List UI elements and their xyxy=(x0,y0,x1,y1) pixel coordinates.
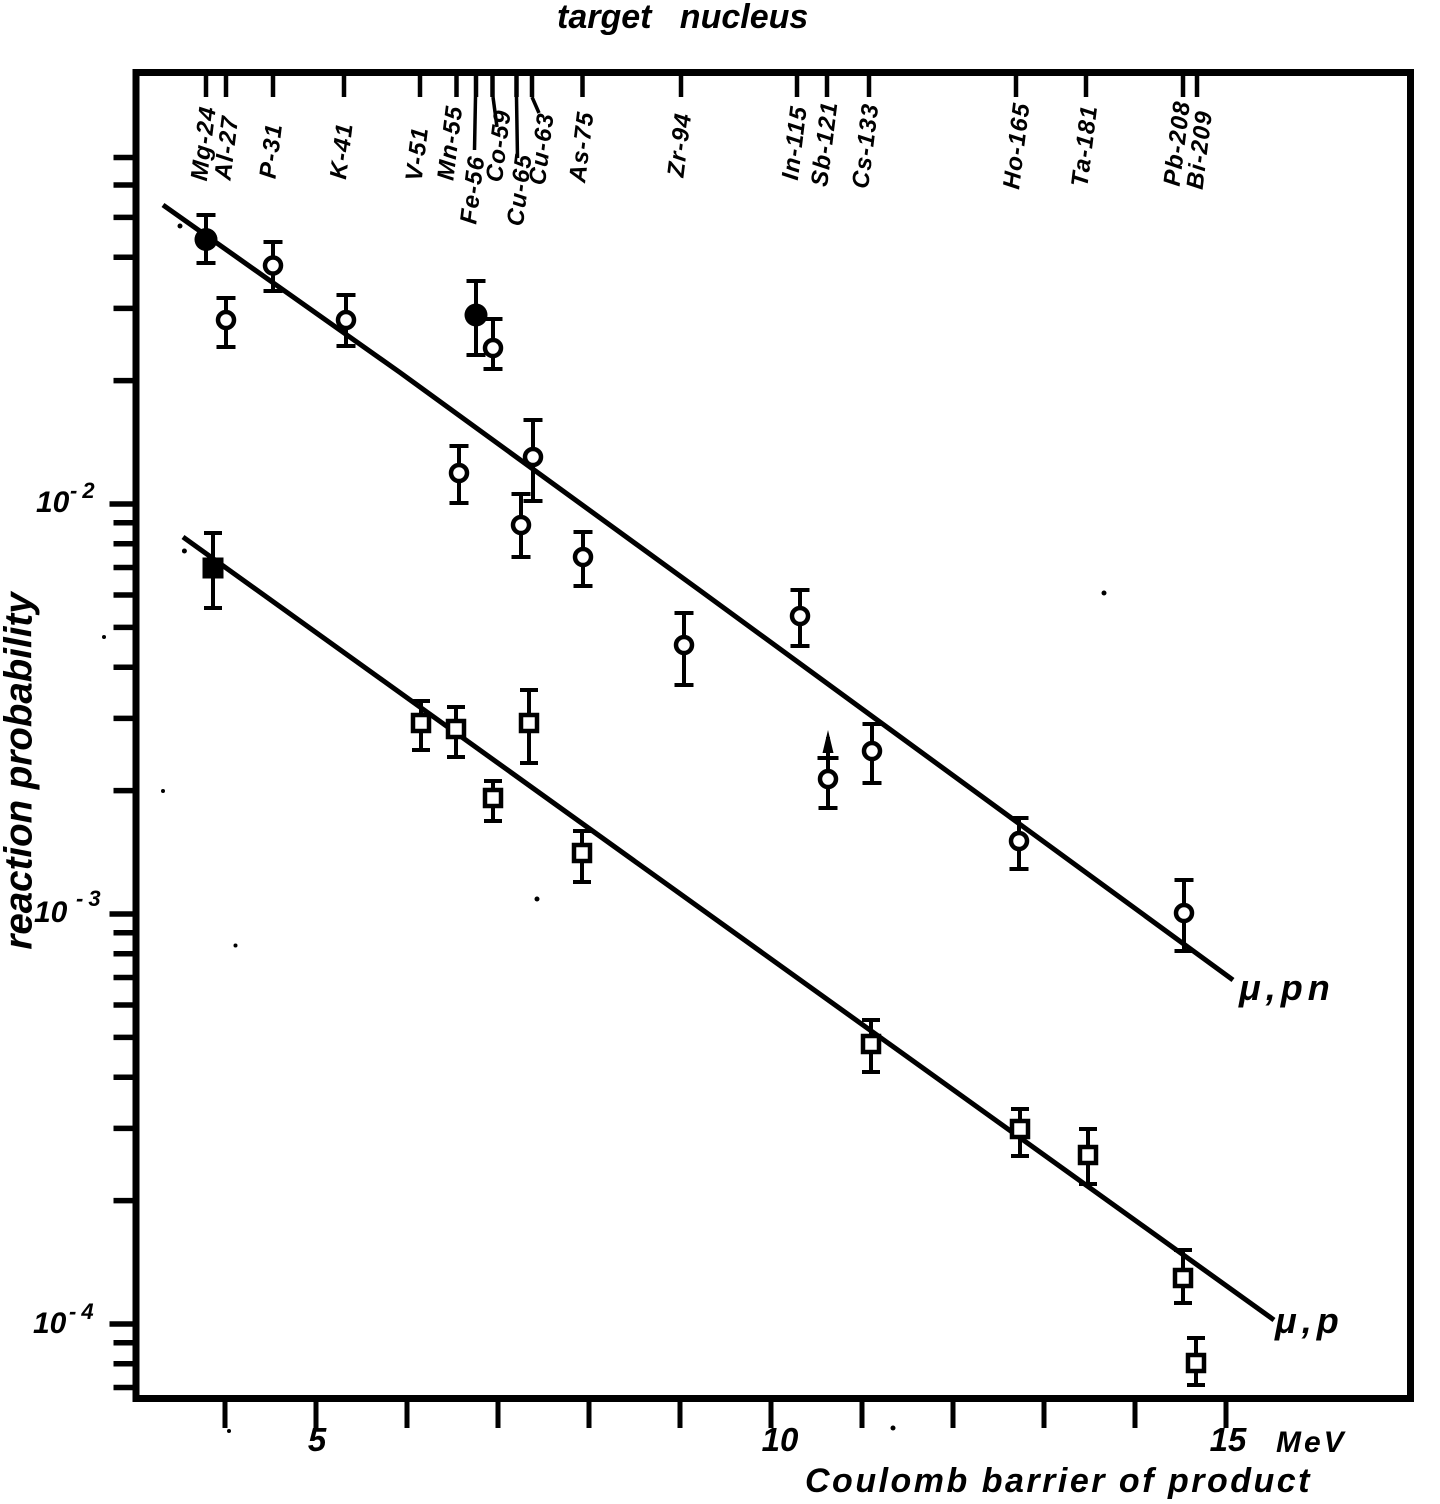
svg-text:15: 15 xyxy=(1210,1421,1247,1458)
svg-text:10: 10 xyxy=(36,486,70,519)
svg-text:Coulomb barrier of product: Coulomb barrier of product xyxy=(805,1462,1312,1500)
svg-text:MeV: MeV xyxy=(1276,1426,1347,1459)
svg-text:μ,pn: μ,pn xyxy=(1238,967,1335,1008)
svg-text:-2: -2 xyxy=(70,478,100,503)
svg-text:P-31: P-31 xyxy=(255,122,289,180)
svg-text:μ,p: μ,p xyxy=(1274,1300,1344,1341)
svg-text:-3: -3 xyxy=(76,886,106,911)
svg-text:5: 5 xyxy=(308,1421,327,1458)
svg-text:target nucleus: target nucleus xyxy=(557,0,808,36)
svg-text:10: 10 xyxy=(34,896,68,929)
svg-text:10: 10 xyxy=(33,1307,67,1340)
svg-text:V-51: V-51 xyxy=(401,125,434,182)
svg-text:-4: -4 xyxy=(69,1299,99,1324)
svg-text:reaction probability: reaction probability xyxy=(0,590,41,950)
svg-text:10: 10 xyxy=(762,1421,799,1458)
